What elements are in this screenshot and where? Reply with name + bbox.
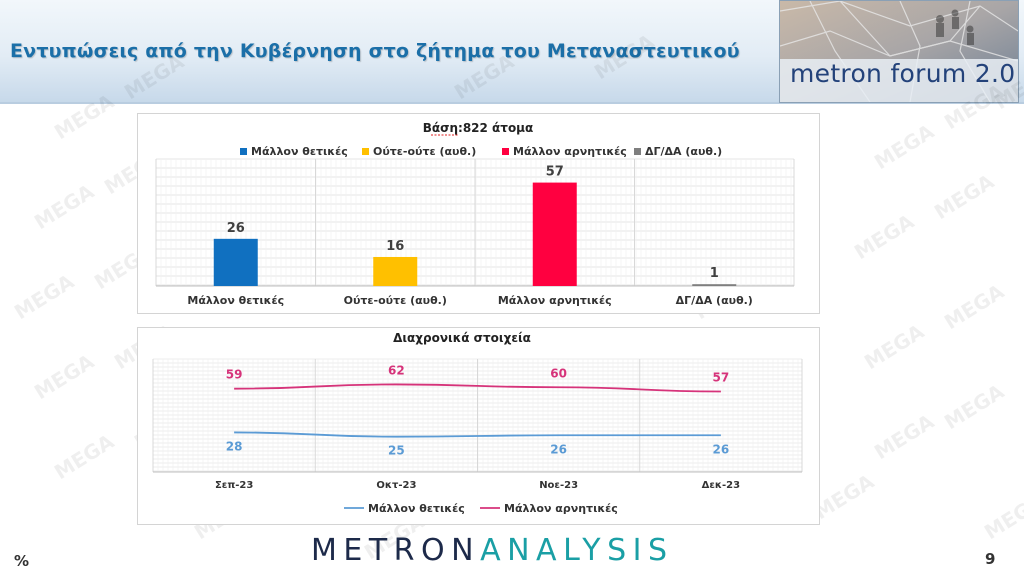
legend-label-3: ΔΓ/ΔΑ (αυθ.)	[645, 145, 722, 158]
data-label-1: 16	[386, 239, 404, 254]
brand-part1: METRON	[311, 533, 481, 568]
legend-swatch-1	[362, 148, 369, 155]
trend-chart: Διαχρονικά στοιχεία Σεπ-23 Οκτ-23 Νοε-23 Δεκ…	[152, 331, 803, 515]
watermark-text: MEGA	[980, 489, 1024, 544]
x-tick-label-0: Σεπ-23	[215, 480, 253, 491]
unit-label: %	[14, 552, 30, 570]
point-label-1-2: 60	[550, 366, 567, 380]
data-label-3: 1	[710, 266, 719, 281]
bar-chart: Βάση:822 άτομα Μάλλον θετικές Ούτε-ούτε (α…	[155, 121, 795, 307]
series-line-1	[234, 383, 721, 393]
point-label-1-1: 62	[388, 363, 405, 377]
category-label-1: Ούτε-ούτε (αυθ.)	[344, 294, 447, 307]
x-tick-label-1: Οκτ-23	[376, 480, 416, 491]
bar-chart-panel: Βάση:822 άτομα Μάλλον θετικές Ούτε-ούτε (α…	[137, 113, 820, 314]
legend-label-0: Μάλλον θετικές	[251, 145, 348, 158]
x-tick-label-3: Δεκ-23	[702, 480, 741, 491]
watermark-text: MEGA	[870, 409, 939, 464]
point-label-0-1: 25	[388, 444, 405, 458]
forum-logo: metron forum 2.0	[779, 0, 1019, 103]
bar-chart-title: Βάση:822 άτομα	[423, 121, 534, 135]
brand-part2: ANALYSIS	[480, 533, 674, 568]
page-title: Εντυπώσεις από την Κυβέρνηση στο ζήτημα …	[10, 40, 740, 62]
legend-label-2: Μάλλον αρνητικές	[513, 145, 627, 158]
bar-0	[213, 238, 258, 286]
category-label-2: Μάλλον αρνητικές	[498, 294, 612, 307]
watermark-text: MEGA	[870, 119, 939, 174]
data-label-0: 26	[227, 221, 245, 236]
legend-label-0: Μάλλον θετικές	[368, 502, 465, 515]
point-label-1-3: 57	[713, 370, 730, 384]
x-tick-label-2: Νοε-23	[539, 480, 578, 491]
watermark-text: MEGA	[930, 169, 999, 224]
legend-label-1: Ούτε-ούτε (αυθ.)	[373, 145, 476, 158]
logo-background-graphic	[780, 1, 1018, 102]
trend-chart-title: Διαχρονικά στοιχεία	[393, 331, 531, 345]
series-line-0	[234, 431, 721, 438]
bar-2	[532, 182, 577, 286]
page-number: 9	[985, 550, 996, 568]
logo-text: metron forum 2.0	[790, 59, 1016, 88]
metron-analysis-logo: METRONANALYSIS	[311, 533, 674, 568]
watermark-text: MEGA	[850, 209, 919, 264]
bar-3	[692, 284, 737, 286]
legend-swatch-3	[634, 148, 641, 155]
category-label-3: ΔΓ/ΔΑ (αυθ.)	[676, 294, 753, 307]
header-band: Εντυπώσεις από την Κυβέρνηση στο ζήτημα …	[0, 0, 1024, 104]
watermark-text: MEGA	[860, 319, 929, 374]
watermark-text: MEGA	[50, 429, 119, 484]
watermark-text: MEGA	[940, 379, 1009, 434]
watermark-text: MEGA	[940, 279, 1009, 334]
watermark-text: MEGA	[810, 469, 879, 524]
legend-swatch-0	[240, 148, 247, 155]
data-label-2: 57	[546, 165, 564, 180]
watermark-text: MEGA	[30, 349, 99, 404]
trend-chart-panel: Διαχρονικά στοιχεία Σεπ-23 Οκτ-23 Νοε-23 Δεκ…	[137, 327, 820, 525]
legend-swatch-2	[502, 148, 509, 155]
watermark-text: MEGA	[30, 179, 99, 234]
watermark-text: MEGA	[10, 269, 79, 324]
category-label-0: Μάλλον θετικές	[187, 294, 284, 307]
bar-1	[373, 256, 418, 286]
point-label-0-2: 26	[550, 442, 567, 456]
point-label-1-0: 59	[226, 368, 243, 382]
point-label-0-3: 26	[713, 442, 730, 456]
point-label-0-0: 28	[226, 439, 243, 453]
legend-label-1: Μάλλον αρνητικές	[504, 502, 618, 515]
